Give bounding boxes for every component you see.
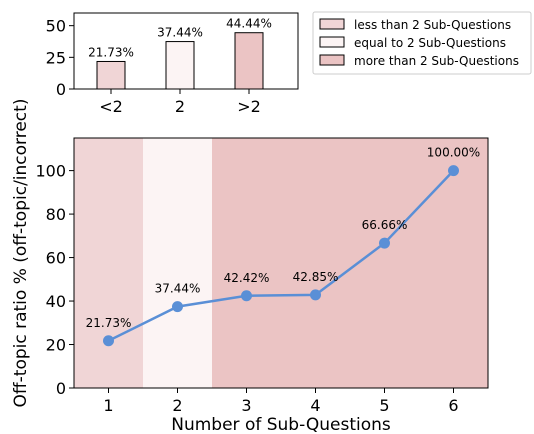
ytick-label-3: 60: [46, 249, 66, 268]
data-point-5: [448, 165, 459, 177]
xtick-label-2: 3: [241, 396, 251, 415]
point-data-label-1: 37.44%: [155, 282, 201, 296]
background-band-2: [212, 138, 488, 388]
bar-0: [96, 60, 126, 90]
y-axis-label: Off-topic ratio % (off-topic/incorrect): [11, 99, 31, 408]
bar-data-label-2: 44.44%: [226, 17, 272, 31]
top-ytick-label-1: 25: [46, 48, 66, 67]
xtick-label-3: 4: [310, 396, 320, 415]
data-point-2: [241, 290, 252, 302]
xtick-label-5: 6: [448, 396, 458, 415]
ytick-label-5: 100: [35, 162, 66, 181]
data-point-3: [310, 289, 321, 301]
xtick-label-1: 2: [172, 396, 182, 415]
point-data-label-3: 42.85%: [293, 270, 339, 284]
ytick-label-4: 80: [46, 205, 66, 224]
data-point-0: [103, 335, 114, 347]
point-data-label-5: 100.00%: [427, 146, 480, 160]
point-data-label-4: 66.66%: [362, 218, 408, 232]
legend-swatch-0: [319, 18, 345, 30]
bar-2: [234, 32, 264, 90]
legend-label-1: equal to 2 Sub-Questions: [354, 36, 506, 50]
top-xtick-label-0: <2: [99, 97, 123, 116]
bar-data-label-1: 37.44%: [157, 26, 203, 40]
bottom-plot-frame: [73, 137, 489, 389]
xtick-label-0: 1: [103, 396, 113, 415]
data-point-1: [172, 301, 183, 313]
ytick-label-0: 0: [56, 379, 66, 398]
top-bar-chart: 21.73% 37.44% 44.44% 0 25 50 <2 2 >2: [46, 12, 299, 116]
legend-swatch-2: [319, 54, 345, 66]
point-data-label-0: 21.73%: [86, 316, 132, 330]
background-band-0: [74, 138, 143, 388]
bar-1: [165, 41, 195, 90]
bar-data-label-0: 21.73%: [88, 45, 134, 59]
ytick-label-2: 40: [46, 292, 66, 311]
top-xtick-label-2: >2: [237, 97, 261, 116]
ytick-label-1: 20: [46, 336, 66, 355]
series-line: [107, 169, 455, 342]
legend: less than 2 Sub-Questions equal to 2 Sub-…: [312, 11, 532, 75]
legend-swatch-1: [319, 36, 345, 48]
x-axis-label: Number of Sub-Questions: [171, 415, 391, 434]
xtick-label-4: 5: [379, 396, 389, 415]
top-plot-frame: [73, 12, 299, 90]
point-data-label-2: 42.42%: [224, 271, 270, 285]
background-band-1: [143, 138, 212, 388]
legend-label-0: less than 2 Sub-Questions: [354, 18, 511, 32]
bottom-line-chart: 21.73% 37.44% 42.42% 42.85% 66.66% 100.00% 0 2…: [11, 99, 489, 434]
top-xtick-label-1: 2: [175, 97, 185, 116]
legend-frame: [312, 11, 532, 75]
legend-label-2: more than 2 Sub-Questions: [354, 54, 519, 68]
data-point-4: [379, 237, 390, 249]
top-ytick-label-2: 50: [46, 17, 66, 36]
top-ytick-label-0: 0: [56, 80, 66, 99]
